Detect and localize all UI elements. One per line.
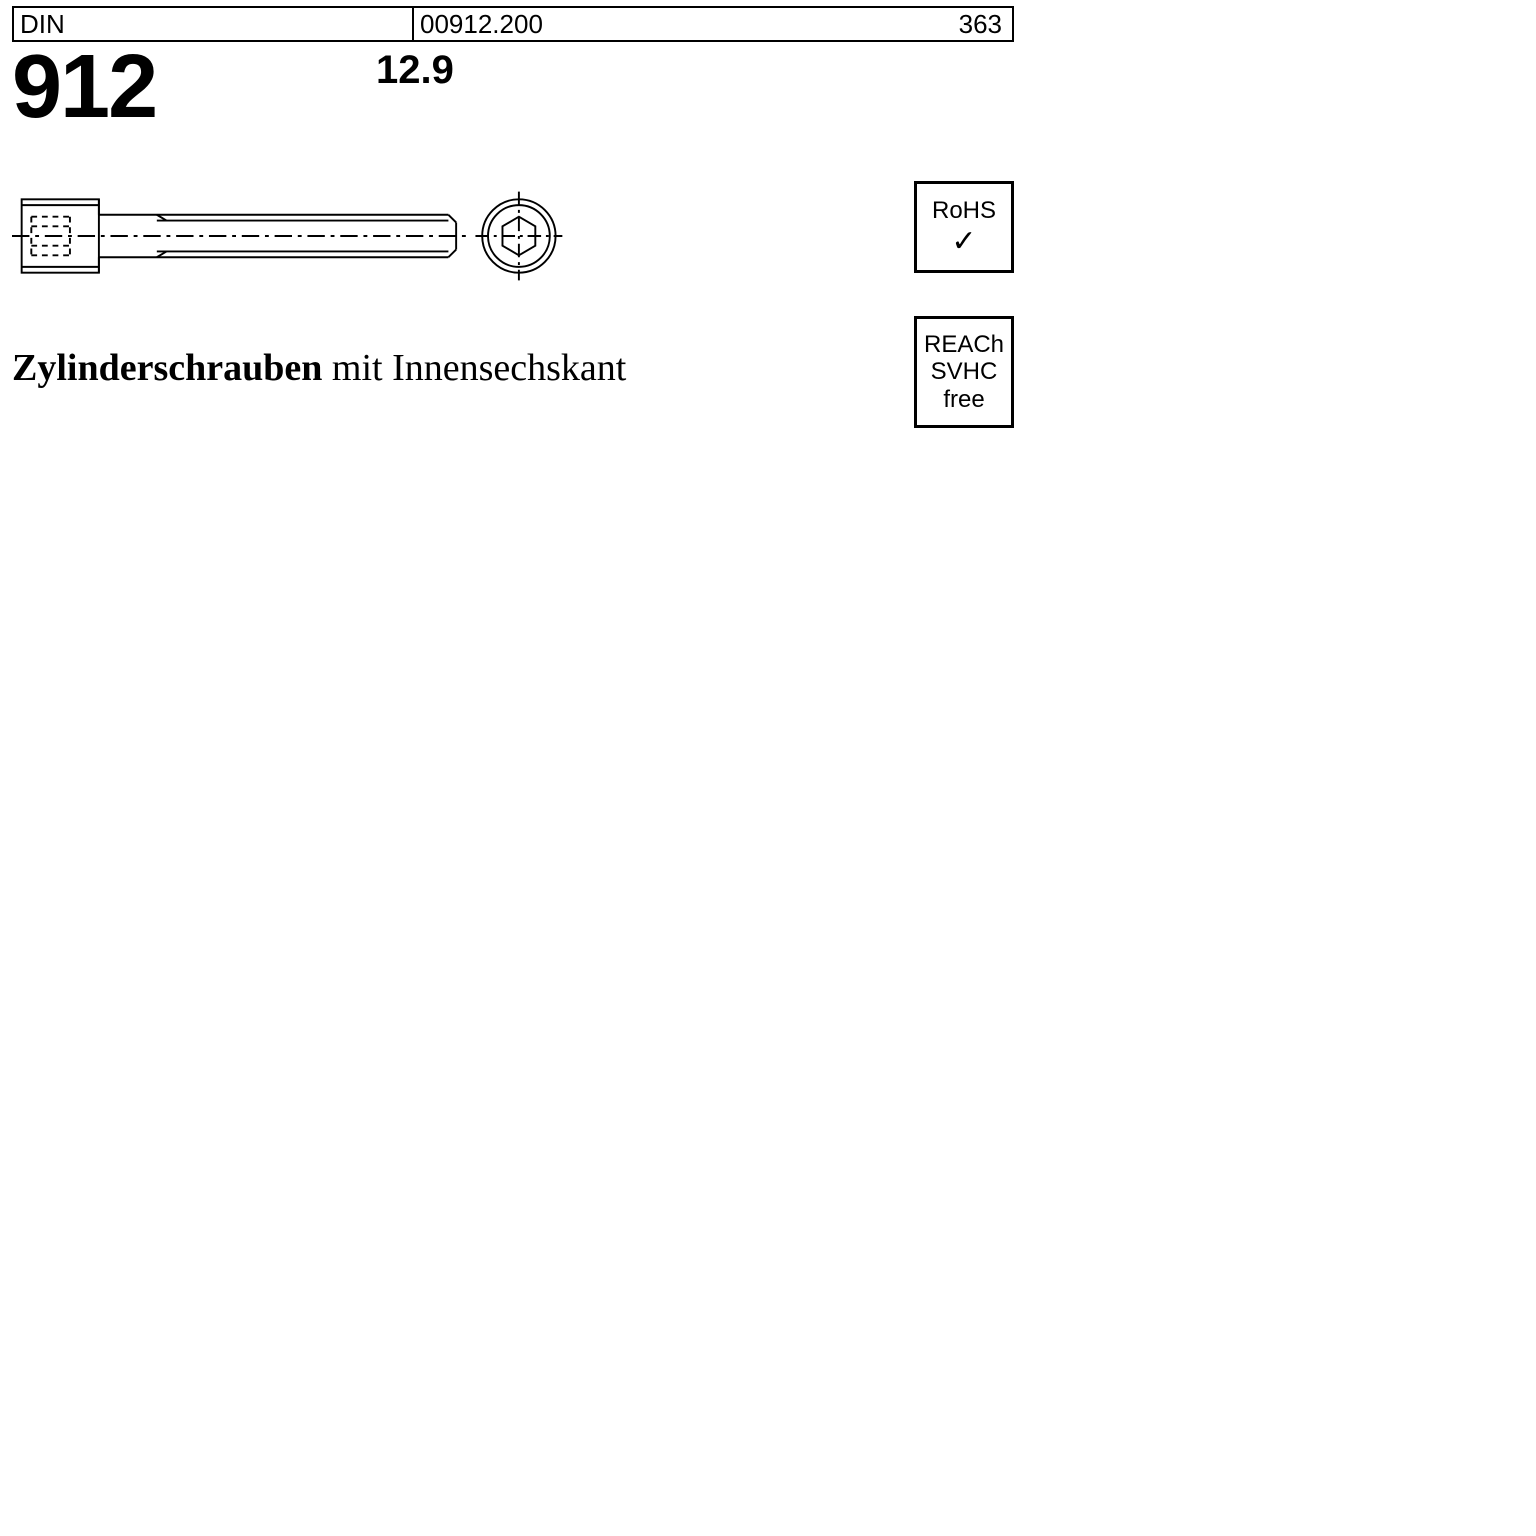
strength-grade: 12.9 <box>376 48 454 93</box>
description: Zylinderschrauben mit Innensechskant <box>12 346 626 390</box>
rohs-badge: RoHS ✓ <box>914 181 1014 273</box>
reach-line3: free <box>943 386 984 414</box>
reach-line2: SVHC <box>931 358 998 386</box>
reach-line1: REACh <box>924 331 1004 359</box>
header-row: DIN 00912.200 363 <box>12 6 1014 42</box>
description-term: Zylinderschrauben <box>12 347 322 389</box>
bolt-drawing <box>12 176 572 296</box>
header-page: 363 <box>952 8 1012 40</box>
datasheet: DIN 00912.200 363 912 12.9 <box>6 6 1014 539</box>
part-number: 912 <box>12 36 156 139</box>
rohs-label: RoHS <box>932 197 996 225</box>
description-rest: mit Innensechskant <box>322 347 626 389</box>
check-icon: ✓ <box>951 227 976 257</box>
header-code: 00912.200 <box>414 8 952 40</box>
reach-badge: REACh SVHC free <box>914 316 1014 428</box>
